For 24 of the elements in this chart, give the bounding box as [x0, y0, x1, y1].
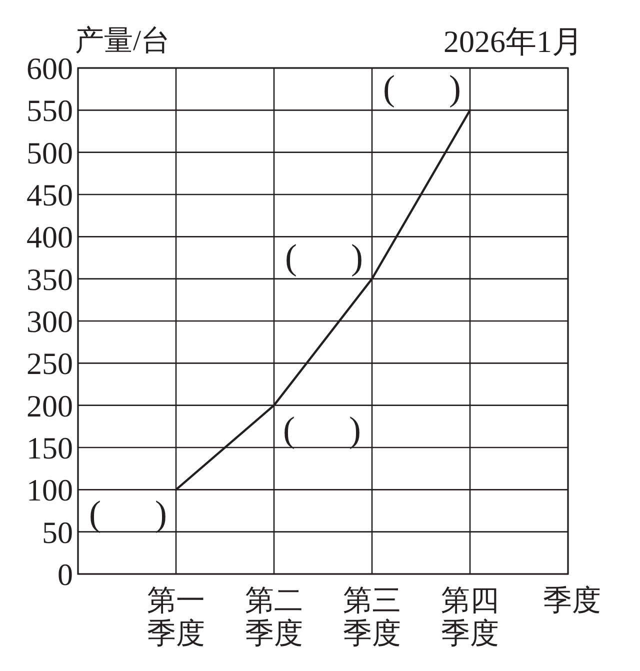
y-tick-label: 550: [26, 93, 73, 128]
y-tick-label: 50: [42, 514, 73, 550]
y-axis-title: 产量/台: [75, 25, 170, 57]
annotation: ( ): [89, 494, 167, 534]
y-tick-label: 150: [26, 430, 73, 466]
x-axis-title: 季度: [543, 585, 601, 617]
annotation: ( ): [383, 68, 461, 108]
annotation: ( ): [285, 236, 363, 277]
y-tick-label: 250: [26, 346, 73, 382]
y-tick-label: 100: [26, 472, 73, 508]
chart-subtitle: 2026年1月: [444, 24, 583, 59]
x-tick-label: 第三季度: [343, 585, 401, 650]
x-tick-label: 第四季度: [441, 585, 499, 650]
x-tick-label: 第一 季度: [147, 585, 205, 650]
y-tick-label: 600: [26, 51, 73, 86]
y-tick-label: 500: [26, 135, 73, 170]
y-tick-label: 400: [26, 220, 73, 255]
y-tick-label: 350: [26, 262, 73, 297]
y-tick-label: 300: [26, 304, 73, 339]
annotation: ( ): [283, 409, 361, 450]
x-tick-label: 第二季度: [245, 585, 303, 650]
y-tick-label: 0: [58, 557, 73, 592]
y-tick-label: 450: [26, 178, 73, 212]
y-tick-label: 200: [26, 388, 73, 424]
